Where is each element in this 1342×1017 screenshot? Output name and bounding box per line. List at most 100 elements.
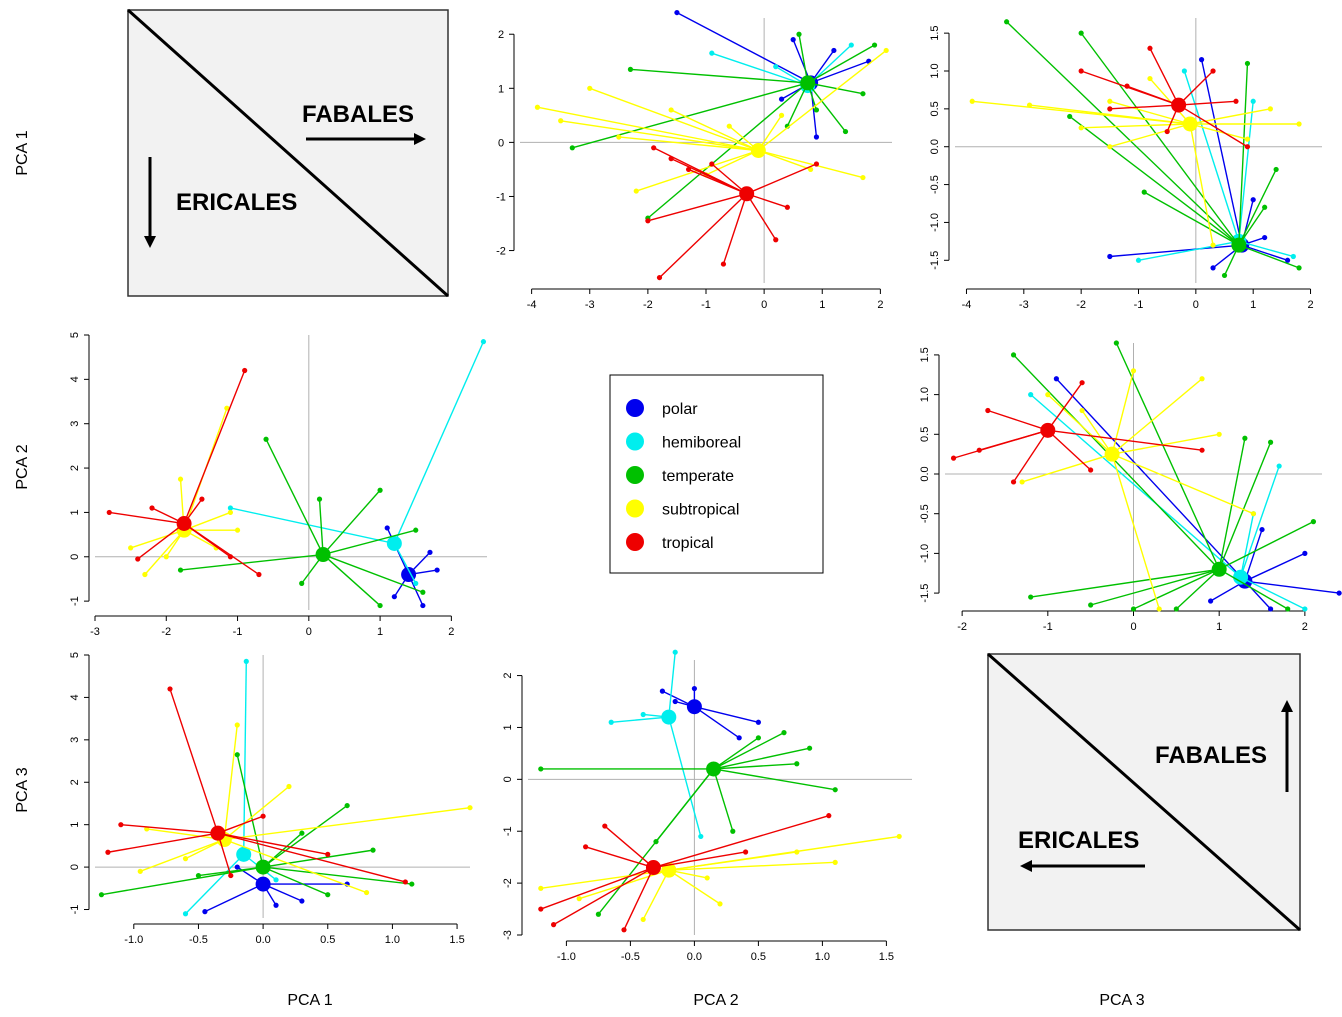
x-tick-label: 0.5 bbox=[751, 951, 766, 963]
data-point bbox=[813, 161, 820, 167]
y-axis: -1 0 1 2 3 4 5 bbox=[69, 652, 90, 914]
centroid-point bbox=[686, 699, 702, 715]
data-point bbox=[790, 37, 796, 43]
spoke-line bbox=[236, 754, 264, 868]
spoke-line bbox=[1241, 244, 1288, 261]
spoke-line bbox=[1238, 63, 1249, 246]
x-tick-label: 1.5 bbox=[879, 951, 894, 963]
spoke-line bbox=[322, 554, 381, 607]
data-point bbox=[480, 339, 487, 345]
data-point bbox=[672, 649, 678, 655]
data-point bbox=[1078, 68, 1084, 74]
key-diagonal bbox=[127, 8, 449, 298]
series-hemiboreal bbox=[1028, 392, 1308, 612]
spoke-line bbox=[1189, 108, 1271, 125]
data-point bbox=[427, 549, 433, 555]
data-point bbox=[656, 274, 663, 281]
x-tick-label: 1 bbox=[1216, 621, 1222, 633]
data-point bbox=[627, 66, 634, 72]
data-point bbox=[363, 889, 370, 896]
legend-label-temperate: temperate bbox=[662, 468, 734, 485]
col-label-3: PCA 3 bbox=[1099, 992, 1144, 1009]
spoke-line bbox=[1030, 394, 1242, 578]
data-point bbox=[538, 906, 544, 912]
spoke-line bbox=[537, 106, 759, 152]
spoke-line bbox=[670, 109, 759, 152]
spoke-line bbox=[1047, 429, 1203, 451]
spoke-line bbox=[1149, 47, 1180, 106]
y-tick-label: 2 bbox=[69, 779, 81, 785]
series-temperate bbox=[1010, 340, 1317, 612]
order-label-bottom: ERICALES bbox=[1018, 827, 1139, 854]
series-tropical bbox=[645, 145, 820, 281]
spoke-line bbox=[1244, 580, 1340, 594]
data-point bbox=[1156, 606, 1162, 612]
spoke-line bbox=[262, 866, 329, 896]
spoke-line bbox=[647, 82, 809, 219]
data-point bbox=[273, 902, 279, 908]
data-point bbox=[402, 879, 408, 885]
spoke-line bbox=[1239, 513, 1255, 578]
spoke-line bbox=[1178, 104, 1248, 148]
series-polar bbox=[1053, 376, 1342, 612]
y-tick-label: -1 bbox=[502, 826, 514, 836]
spoke-line bbox=[786, 82, 809, 127]
data-point bbox=[832, 859, 838, 865]
centroid-point bbox=[661, 709, 677, 725]
scatter-panel-5: -1.0 -0.5 0.0 0.5 1.0 1.5 -1 0 1 2 3 4 5 bbox=[69, 652, 473, 946]
spoke-line bbox=[204, 883, 264, 913]
spoke-line bbox=[393, 341, 485, 544]
spoke-line bbox=[1175, 568, 1220, 610]
x-tick-label: 0.0 bbox=[687, 951, 702, 963]
series-tropical bbox=[1078, 45, 1251, 150]
x-tick-label: -1 bbox=[1134, 299, 1144, 311]
x-tick-label: 2 bbox=[877, 299, 883, 311]
spoke-line bbox=[322, 553, 424, 593]
data-point bbox=[558, 118, 564, 124]
data-point bbox=[813, 134, 820, 140]
data-point bbox=[286, 783, 292, 790]
data-point bbox=[377, 602, 383, 609]
data-point bbox=[195, 872, 202, 879]
spoke-line bbox=[1178, 100, 1237, 106]
scatter-panel-2: -4 -3 -2 -1 0 1 2 -1.5 -1.0 -0.5 0.0 0.5 1.0 1.5 bbox=[929, 18, 1322, 311]
data-point bbox=[1107, 98, 1113, 104]
spoke-line bbox=[1239, 465, 1280, 578]
spoke-line bbox=[223, 724, 238, 840]
spoke-line bbox=[713, 763, 797, 770]
data-point bbox=[413, 580, 419, 586]
y-tick-label: -0.5 bbox=[919, 504, 931, 523]
x-axis: -1.0 -0.5 0.0 0.5 1.0 1.5 bbox=[557, 940, 894, 963]
x-tick-label: -0.5 bbox=[189, 934, 208, 946]
spoke-line bbox=[137, 522, 185, 560]
spoke-line bbox=[653, 851, 746, 869]
scatter-panel-3: -3 -2 -1 0 1 2 -1 0 1 2 3 4 5 bbox=[69, 332, 487, 638]
series-subtropical bbox=[534, 47, 889, 194]
data-point bbox=[1147, 45, 1153, 51]
legend-box bbox=[609, 374, 824, 574]
row-label-3: PCA 3 bbox=[14, 767, 31, 812]
data-point bbox=[227, 505, 234, 511]
legend-swatch-temperate bbox=[626, 466, 644, 484]
data-point bbox=[883, 47, 889, 54]
spoke-line bbox=[653, 814, 829, 869]
spoke-line bbox=[1178, 70, 1214, 106]
x-tick-label: 1.5 bbox=[449, 934, 464, 946]
data-point bbox=[1078, 30, 1084, 36]
data-point bbox=[1199, 447, 1205, 453]
data-point bbox=[633, 188, 639, 194]
data-point bbox=[1290, 253, 1296, 260]
x-tick-label: -2 bbox=[161, 626, 171, 638]
data-point bbox=[234, 722, 240, 728]
data-point bbox=[149, 505, 155, 511]
centroid-point bbox=[1231, 237, 1247, 253]
spoke-line bbox=[642, 869, 670, 920]
data-point bbox=[736, 735, 742, 741]
y-tick-label: 5 bbox=[69, 332, 81, 338]
spoke-line bbox=[146, 828, 225, 841]
data-point bbox=[698, 833, 704, 840]
data-point bbox=[717, 901, 723, 907]
data-point bbox=[781, 730, 787, 736]
spoke-line bbox=[1029, 104, 1191, 125]
